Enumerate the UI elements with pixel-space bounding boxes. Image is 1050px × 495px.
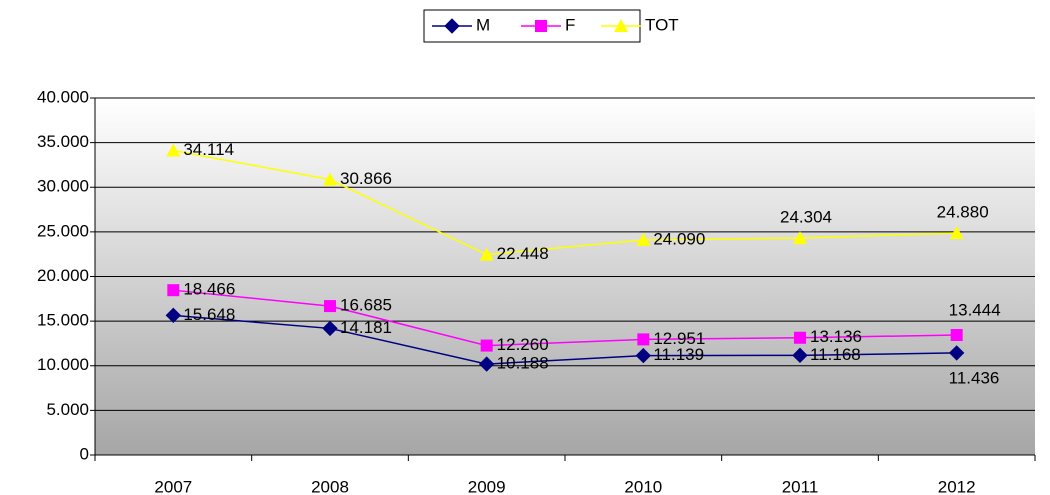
x-tick-label: 2010 xyxy=(624,477,662,495)
x-tick-label: 2009 xyxy=(468,477,506,495)
legend-label: M xyxy=(476,15,490,34)
legend-marker xyxy=(444,18,460,34)
legend-label: F xyxy=(565,15,575,34)
x-tick-label: 2011 xyxy=(782,477,819,495)
point xyxy=(949,225,964,239)
point xyxy=(323,172,337,186)
x-tick-label: 2008 xyxy=(311,477,349,495)
y-tick-label: 30.000 xyxy=(37,177,89,196)
data-label: 22.448 xyxy=(497,244,549,263)
y-tick-label: 20.000 xyxy=(37,266,89,285)
point xyxy=(637,333,650,346)
point xyxy=(636,232,651,246)
data-label: 24.090 xyxy=(653,229,705,248)
point xyxy=(948,345,965,361)
data-label: 24.304 xyxy=(780,208,832,227)
point xyxy=(478,356,495,372)
point xyxy=(950,329,963,342)
y-tick-label: 35.000 xyxy=(37,132,89,151)
data-label: 13.444 xyxy=(949,300,1001,319)
legend-marker xyxy=(535,20,547,32)
y-tick-label: 25.000 xyxy=(37,221,89,240)
y-tick-label: 5.000 xyxy=(46,400,89,419)
data-label: 18.466 xyxy=(183,280,235,299)
point xyxy=(480,339,493,352)
point xyxy=(792,347,808,364)
series-line xyxy=(173,314,957,365)
point xyxy=(793,231,807,245)
legend-marker xyxy=(614,19,628,32)
point xyxy=(635,347,652,364)
series-line xyxy=(173,289,957,347)
y-tick-label: 40.000 xyxy=(37,87,89,106)
data-label: 34.114 xyxy=(183,140,234,159)
x-tick-label: 2007 xyxy=(154,477,192,495)
data-label: 12.951 xyxy=(653,329,705,348)
y-tick-label: 0 xyxy=(80,444,89,463)
data-label: 13.136 xyxy=(810,327,862,346)
point xyxy=(166,143,181,157)
data-label: 10.188 xyxy=(497,354,549,373)
y-tick-label: 15.000 xyxy=(37,311,89,330)
point xyxy=(324,300,336,313)
point xyxy=(479,247,494,261)
data-label: 15.648 xyxy=(183,305,235,324)
data-label: 11.436 xyxy=(949,368,1000,387)
data-label: 24.880 xyxy=(937,202,989,221)
data-label: 11.139 xyxy=(653,345,704,364)
series-line xyxy=(173,149,957,256)
data-label: 11.168 xyxy=(810,345,861,364)
legend-label: TOT xyxy=(645,15,679,34)
data-label: 30.866 xyxy=(340,169,392,188)
point xyxy=(167,284,180,297)
point xyxy=(165,307,182,324)
x-tick-label: 2012 xyxy=(938,477,976,495)
data-label: 16.685 xyxy=(340,296,392,315)
data-label: 14.181 xyxy=(340,318,392,337)
data-label: 12.260 xyxy=(497,335,549,354)
point xyxy=(794,331,806,344)
point xyxy=(322,320,338,337)
y-tick-label: 10.000 xyxy=(37,355,89,374)
